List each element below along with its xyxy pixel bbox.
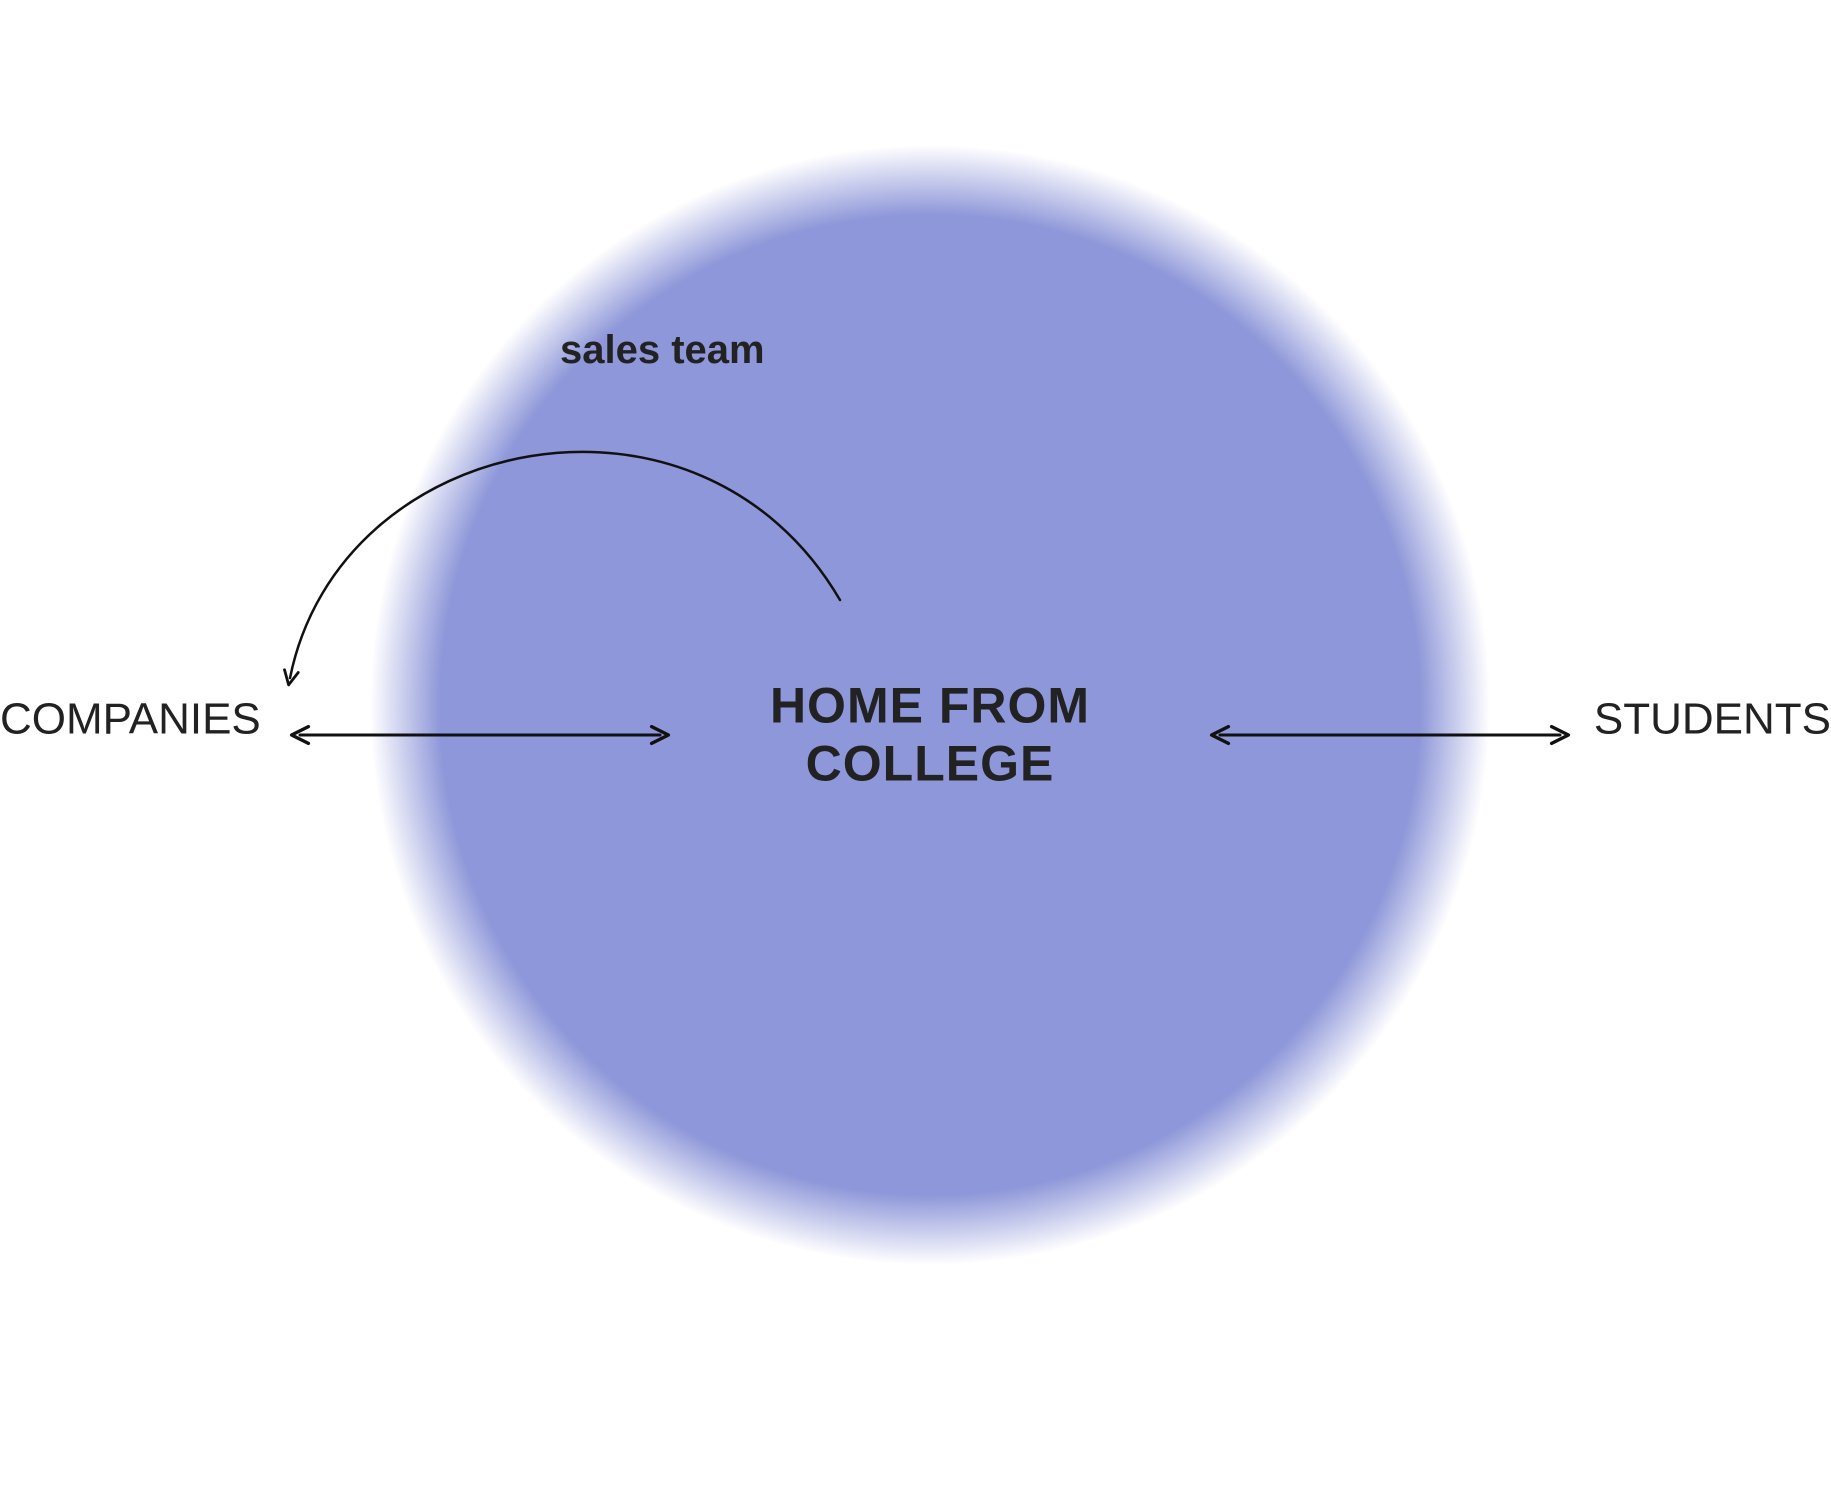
node-left-label: COMPANIES bbox=[0, 695, 261, 746]
node-center-label: HOME FROM COLLEGE bbox=[770, 678, 1090, 793]
annotation-sales-team: sales team bbox=[560, 327, 765, 373]
diagram-canvas: HOME FROM COLLEGE COMPANIES STUDENTS sal… bbox=[0, 0, 1831, 1488]
node-right-label: STUDENTS bbox=[1594, 695, 1831, 746]
